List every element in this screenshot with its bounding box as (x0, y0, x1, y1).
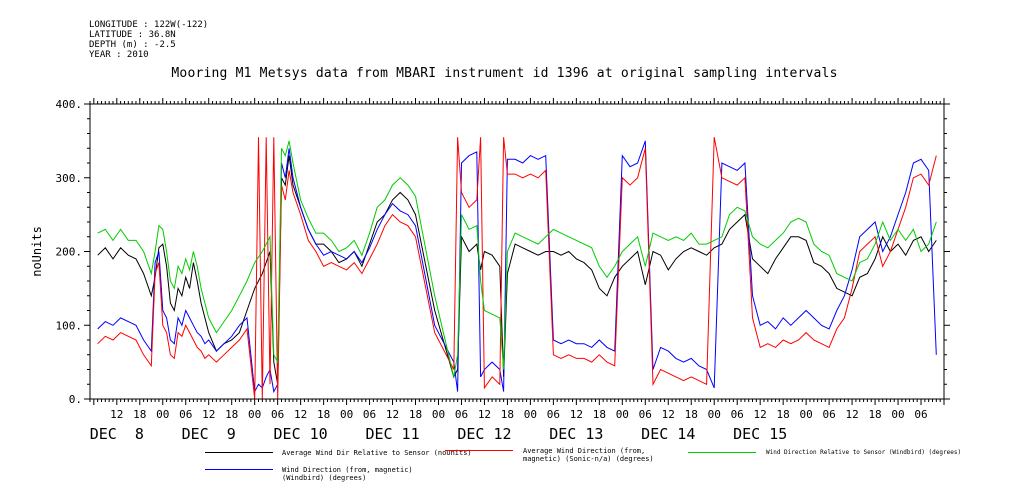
x-tick-label: 18 (868, 408, 881, 421)
x-tick-label: 18 (133, 408, 146, 421)
y-tick-label: 300. (56, 172, 83, 185)
metadata-block: LONGITUDE : 122W(-122) LATITUDE : 36.8N … (89, 20, 208, 60)
x-tick-label: 12 (845, 408, 858, 421)
plot-frame (89, 103, 945, 400)
legend-item-wind-direction-windbird: Wind Direction (from, magnetic) (Windbir… (200, 466, 470, 486)
legend-item-wind-direction-relative-windbird: Wind Direction Relative to Sensor (Windb… (688, 449, 963, 461)
legend-label: Average Wind Direction (from, magnetic) … (523, 447, 654, 463)
x-day-label: DEC 10 (274, 425, 328, 443)
x-tick-label: 06 (822, 408, 835, 421)
series-line-0 (97, 155, 937, 385)
x-day-label: DEC 12 (457, 425, 511, 443)
x-tick-label: 12 (570, 408, 583, 421)
x-tick-label: 12 (386, 408, 399, 421)
x-tick-label: 18 (501, 408, 514, 421)
x-day-label: DEC 11 (365, 425, 419, 443)
chart-title: Mooring M1 Metsys data from MBARI instru… (171, 66, 838, 81)
y-axis-label: noUnits (30, 226, 44, 277)
x-tick-label: 00 (616, 408, 629, 421)
x-tick-label: 12 (754, 408, 767, 421)
y-tick-label: 400. (56, 98, 83, 111)
x-tick-label: 00 (800, 408, 813, 421)
x-tick-label: 06 (731, 408, 744, 421)
x-tick-label: 06 (363, 408, 376, 421)
x-tick-label: 00 (432, 408, 445, 421)
year-text: YEAR : 2010 (89, 50, 149, 60)
legend-label: Wind Direction Relative to Sensor (Windb… (766, 449, 962, 456)
legend-label: Wind Direction (from, magnetic) (Windbir… (282, 466, 413, 482)
y-tick-label: 0. (69, 393, 82, 406)
series-line-3 (97, 140, 937, 394)
legend-item-avg-wind-dir-relative: Average Wind Dir Relative to Sensor (noU… (200, 449, 472, 461)
x-tick-label: 12 (110, 408, 123, 421)
y-tick-label: 200. (56, 246, 83, 259)
x-tick-label: 18 (777, 408, 790, 421)
x-day-label: DEC 9 (182, 425, 236, 443)
x-tick-label: 00 (248, 408, 261, 421)
legend-swatch-red (445, 450, 513, 451)
legend-swatch-green (688, 452, 756, 453)
legend-swatch-blue (205, 469, 273, 470)
x-tick-label: 12 (662, 408, 675, 421)
x-tick-label: 06 (271, 408, 284, 421)
x-tick-label: 18 (593, 408, 606, 421)
x-day-label: DEC 14 (641, 425, 695, 443)
x-day-label: DEC 15 (733, 425, 787, 443)
x-tick-label: 00 (891, 408, 904, 421)
x-day-label: DEC 13 (549, 425, 603, 443)
x-tick-label: 00 (340, 408, 353, 421)
x-tick-label: 06 (914, 408, 927, 421)
x-tick-label: 06 (179, 408, 192, 421)
legend-label: Average Wind Dir Relative to Sensor (noU… (282, 449, 472, 457)
legend-swatch-black (205, 452, 273, 453)
y-tick-label: 100. (56, 319, 83, 332)
x-tick-label: 00 (156, 408, 169, 421)
x-day-label: DEC 8 (90, 425, 144, 443)
x-tick-label: 00 (708, 408, 721, 421)
depth-text: DEPTH (m) : -2.5 (89, 40, 176, 50)
x-tick-label: 18 (685, 408, 698, 421)
x-tick-label: 18 (317, 408, 330, 421)
x-tick-label: 12 (294, 408, 307, 421)
legend-item-avg-wind-direction-sonic: Average Wind Direction (from, magnetic) … (445, 447, 670, 467)
x-tick-label: 06 (639, 408, 652, 421)
x-tick-label: 12 (478, 408, 491, 421)
x-tick-label: 18 (409, 408, 422, 421)
x-tick-label: 18 (225, 408, 238, 421)
x-tick-label: 06 (455, 408, 468, 421)
latitude-text: LATITUDE : 36.8N (89, 30, 176, 40)
series-line-2 (97, 140, 937, 378)
longitude-text: LONGITUDE : 122W(-122) (89, 20, 209, 30)
x-tick-label: 00 (524, 408, 537, 421)
series-line-1 (97, 137, 937, 400)
x-tick-label: 06 (547, 408, 560, 421)
x-tick-label: 12 (202, 408, 215, 421)
